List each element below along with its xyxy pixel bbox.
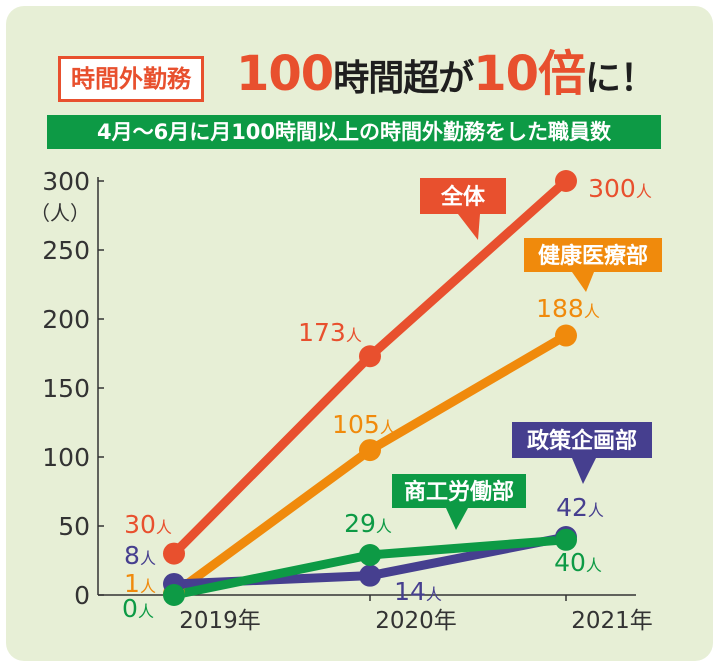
legend-tag-label: 政策企画部	[527, 428, 637, 454]
data-label: 300人	[588, 174, 652, 203]
data-point	[359, 564, 381, 587]
legend-tag	[512, 422, 652, 458]
y-tick-label: 250	[42, 236, 90, 265]
legend-tag	[392, 474, 526, 508]
title-badge: 時間外勤務	[58, 56, 204, 102]
y-tick-label: 300	[42, 167, 90, 196]
data-label: 188人	[536, 294, 600, 323]
data-label: 14人	[394, 577, 442, 606]
y-tick-label: 50	[58, 512, 90, 541]
y-tick-label: 200	[42, 305, 90, 334]
y-axis-unit-label: （人）	[30, 201, 90, 225]
callout-tail	[572, 272, 594, 292]
data-point	[359, 439, 381, 462]
legend-tag-label: 健康医療部	[538, 243, 648, 269]
data-label: 1人	[124, 569, 156, 598]
data-point	[555, 324, 577, 347]
data-point	[555, 170, 577, 192]
legend-tag	[420, 178, 506, 214]
title-text-1: 時間超が	[333, 58, 474, 99]
data-label: 173人	[298, 318, 362, 347]
chart-subtitle: 4月～6月に月100時間以上の時間外勤務をした職員数	[47, 115, 661, 149]
data-label: 105人	[332, 410, 396, 439]
page-title: 100時間超が10倍に！	[236, 44, 656, 109]
data-label: 40人	[554, 548, 602, 577]
data-label: 8人	[124, 541, 156, 570]
title-text-2: 倍	[538, 46, 586, 102]
x-tick-label: 2021年	[571, 608, 653, 634]
data-label: 42人	[556, 493, 604, 522]
title-number-times: 10	[473, 46, 539, 102]
legend-tag	[524, 238, 662, 272]
data-point	[555, 528, 577, 551]
title-text-3: に！	[585, 58, 656, 99]
data-point	[163, 542, 185, 565]
title-number-hours: 100	[236, 46, 334, 102]
legend-tag-label: 全体	[440, 184, 486, 210]
title-badge-label: 時間外勤務	[71, 65, 191, 93]
data-label: 30人	[124, 510, 172, 539]
callout-tail	[446, 508, 468, 530]
x-tick-label: 2020年	[375, 608, 457, 634]
x-tick-label: 2019年	[179, 608, 261, 634]
callout-tail	[458, 214, 480, 240]
chart-subtitle-text: 4月～6月に月100時間以上の時間外勤務をした職員数	[96, 120, 612, 144]
y-tick-label: 0	[74, 581, 90, 610]
data-label: 29人	[344, 509, 392, 538]
y-tick-label: 100	[42, 443, 90, 472]
legend-tag-label: 商工労働部	[404, 479, 514, 505]
data-point	[359, 345, 381, 368]
data-label: 0人	[122, 594, 154, 623]
data-point	[163, 584, 185, 606]
data-point	[359, 543, 381, 566]
callout-tail	[572, 458, 596, 484]
y-tick-label: 150	[42, 374, 90, 403]
